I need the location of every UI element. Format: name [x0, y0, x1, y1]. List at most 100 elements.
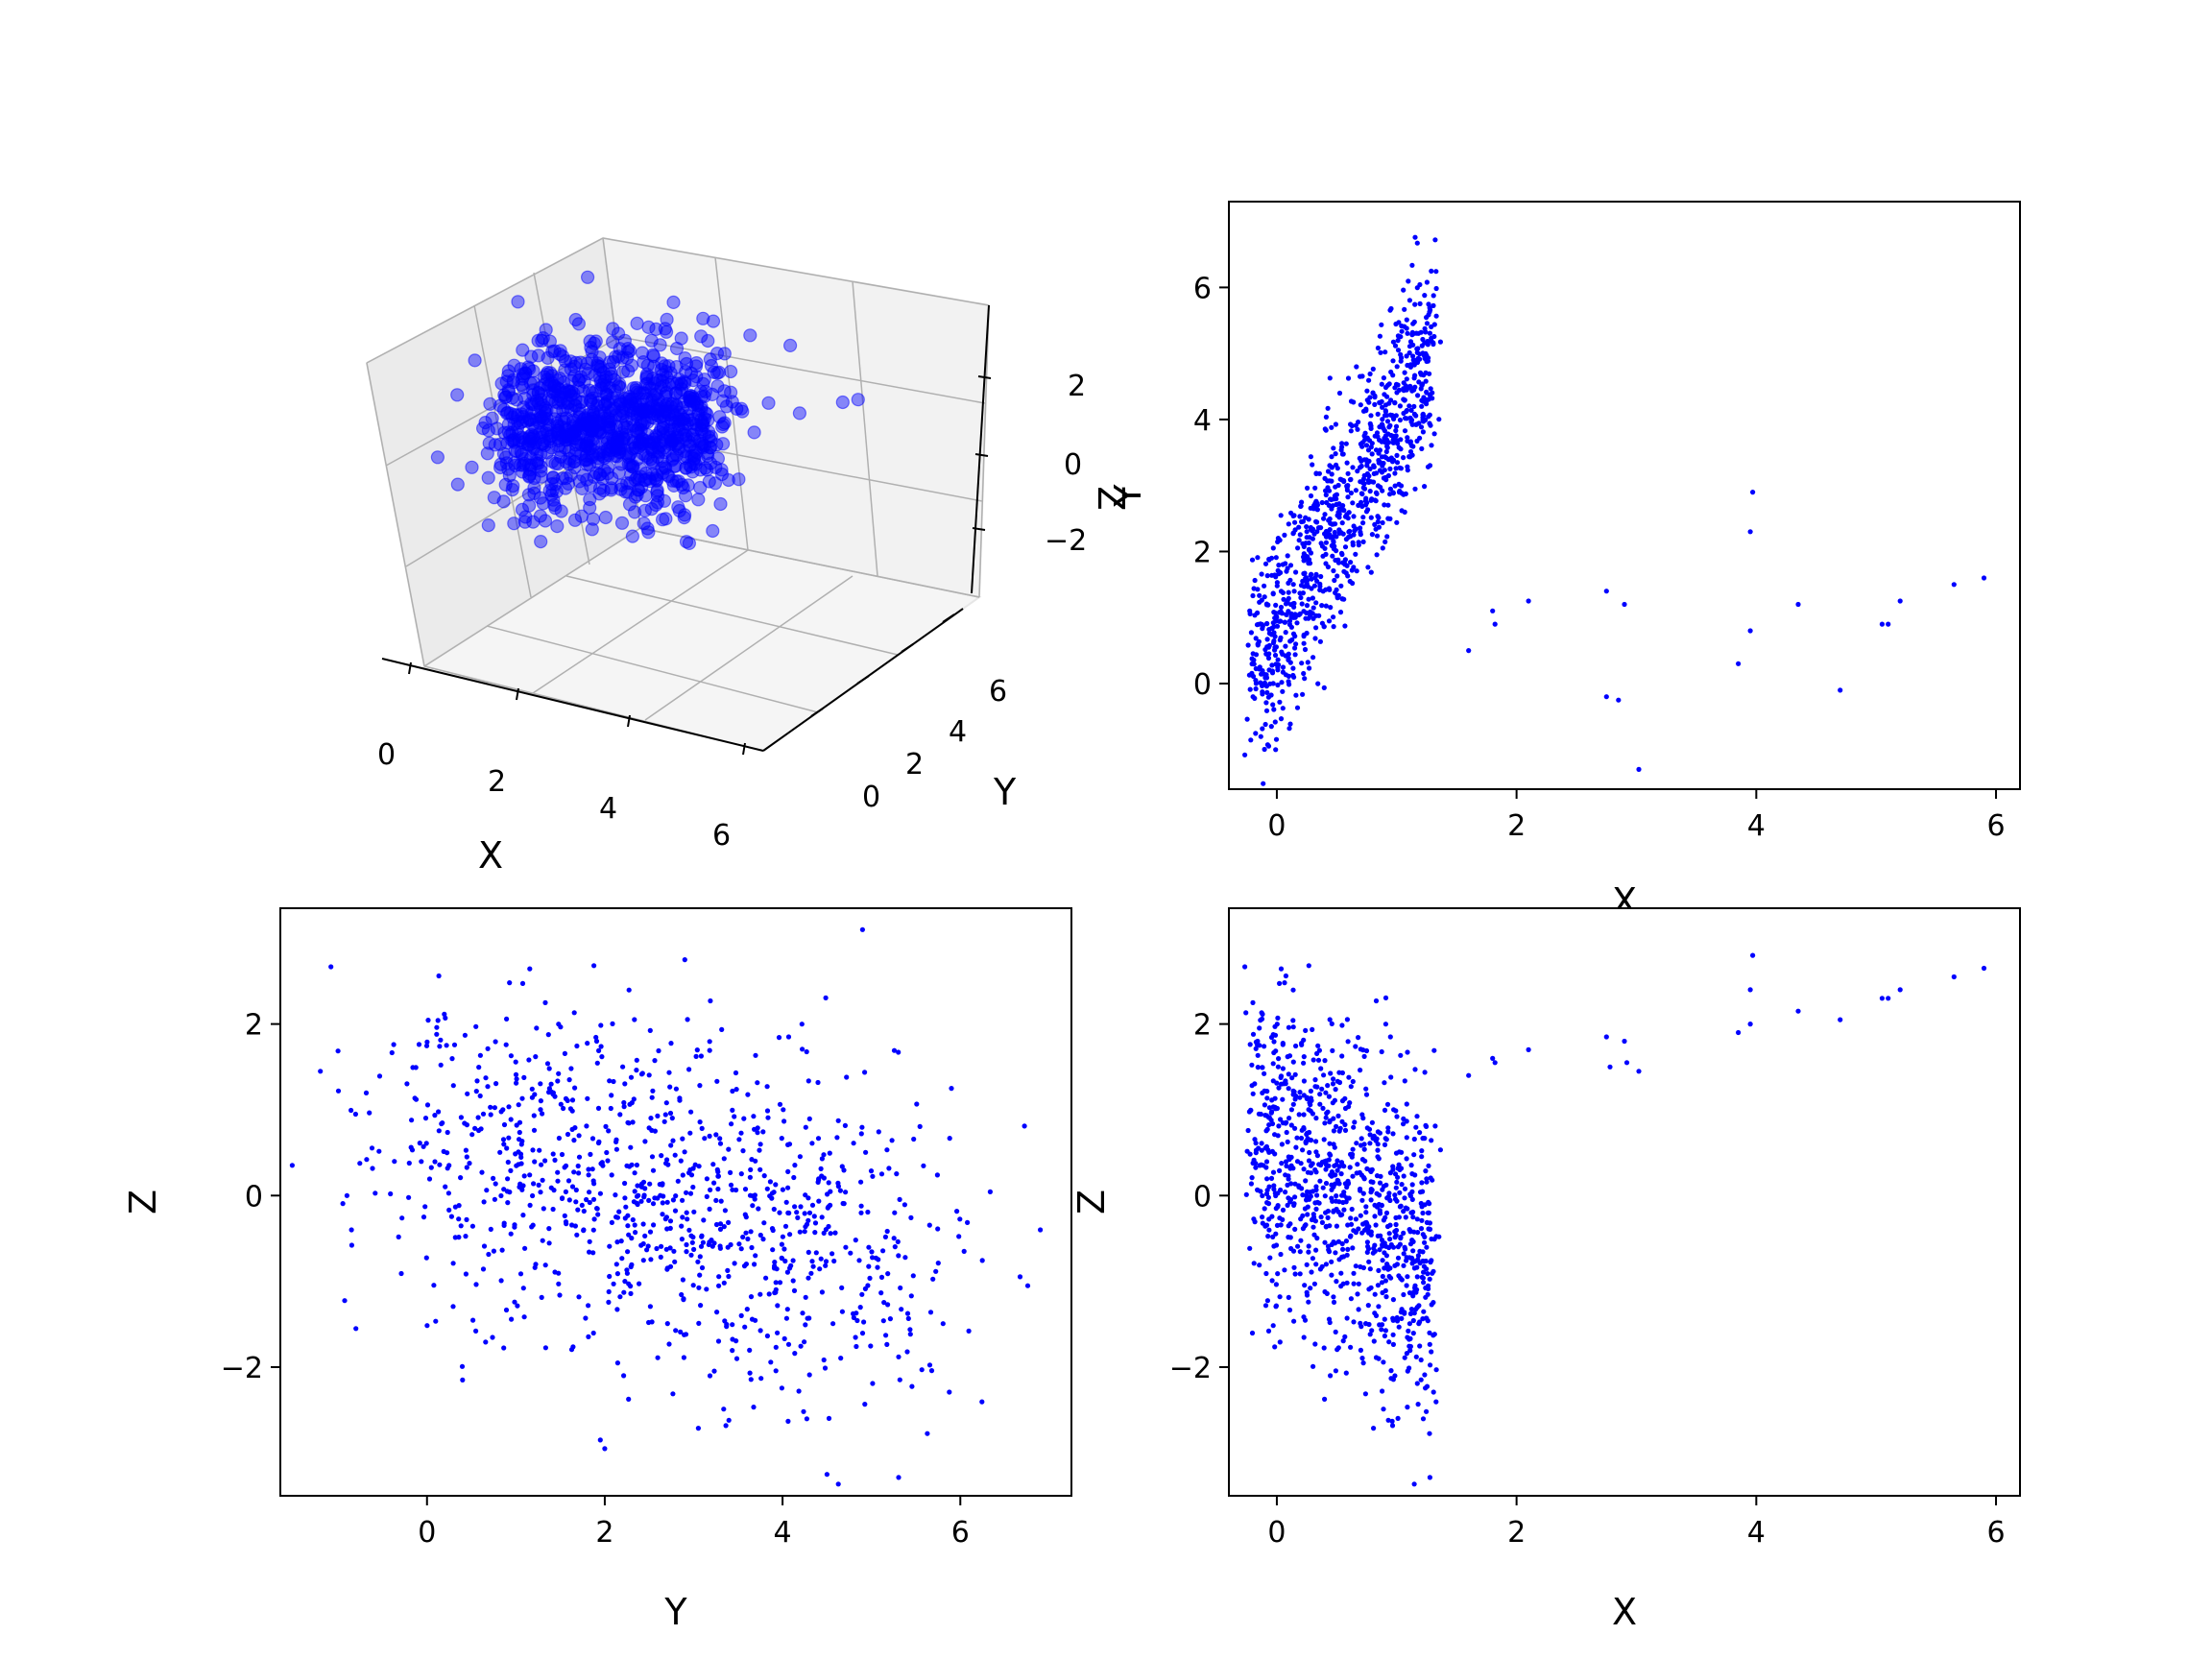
data-point — [1410, 1317, 1416, 1324]
data-point — [1293, 641, 1299, 647]
data-point — [1257, 1025, 1262, 1031]
data-point — [1387, 307, 1393, 313]
data-point — [1263, 708, 1270, 713]
data-point — [747, 1174, 754, 1180]
data-point — [318, 1069, 324, 1074]
data-point — [1425, 1210, 1431, 1215]
data-point-3d — [604, 370, 618, 384]
data-point — [1369, 441, 1375, 446]
data-point — [1382, 539, 1388, 545]
data-point — [516, 1102, 521, 1108]
data-point — [1277, 699, 1283, 705]
data-point — [1466, 1072, 1472, 1078]
data-point — [1278, 716, 1285, 722]
data-point — [821, 1357, 827, 1363]
data-point — [584, 1123, 589, 1129]
data-point — [1347, 578, 1353, 585]
data-point-3d — [481, 517, 495, 533]
data-point — [542, 1345, 549, 1351]
data-point — [410, 1065, 416, 1070]
data-point — [1263, 602, 1270, 608]
x-tick-label-3d: 0 — [377, 738, 396, 772]
data-point — [548, 1185, 554, 1190]
data-point — [546, 1240, 552, 1246]
data-point — [1419, 1217, 1425, 1223]
data-point — [1348, 1215, 1354, 1221]
data-point — [1368, 425, 1374, 431]
data-point — [664, 1226, 670, 1232]
data-point — [434, 1031, 440, 1037]
data-point — [1418, 1377, 1424, 1382]
data-point — [1310, 1224, 1316, 1230]
data-point — [1312, 1341, 1318, 1347]
data-point — [1747, 529, 1753, 535]
data-point — [867, 1275, 873, 1281]
data-point-3d — [657, 441, 672, 455]
data-point — [425, 1018, 431, 1023]
data-point — [1289, 1075, 1295, 1081]
data-point — [835, 1481, 841, 1487]
data-point — [1395, 333, 1401, 339]
data-point — [752, 1262, 757, 1267]
data-point — [1322, 1239, 1328, 1245]
data-point — [1284, 612, 1289, 617]
data-point — [1333, 1087, 1338, 1093]
data-point — [1427, 1276, 1432, 1282]
data-point — [1410, 353, 1416, 359]
data-point — [1408, 443, 1414, 448]
data-point — [1302, 646, 1309, 653]
data-point — [1312, 1084, 1318, 1090]
data-point — [956, 1234, 962, 1239]
data-point — [837, 1188, 844, 1193]
data-point — [638, 1071, 645, 1077]
data-point — [853, 1238, 858, 1243]
data-point — [1379, 381, 1384, 387]
data-point — [617, 1294, 623, 1300]
data-point — [1378, 349, 1383, 355]
data-point — [1427, 1431, 1432, 1436]
data-point — [622, 1195, 628, 1201]
data-point — [1398, 1310, 1404, 1315]
data-point — [373, 1190, 378, 1196]
data-point — [1293, 569, 1299, 575]
data-point — [878, 1274, 885, 1280]
data-point — [1344, 1315, 1350, 1321]
data-point — [1260, 1192, 1265, 1199]
data-point — [1266, 1122, 1272, 1128]
data-point — [1258, 733, 1263, 739]
data-point — [764, 1333, 771, 1339]
data-point — [1299, 661, 1305, 666]
data-point — [596, 1047, 602, 1053]
y-tick-label-3d: 6 — [989, 675, 1007, 709]
data-point — [1322, 512, 1328, 517]
data-point — [569, 1108, 575, 1114]
data-point — [1411, 1265, 1417, 1271]
data-point — [781, 1107, 786, 1113]
data-point — [848, 1250, 854, 1256]
data-point — [645, 1243, 651, 1249]
data-point — [1321, 516, 1327, 521]
data-point — [1280, 1096, 1286, 1102]
data-point — [1736, 661, 1742, 666]
data-point-3d — [563, 451, 577, 467]
data-point — [1375, 434, 1381, 440]
data-point — [1412, 384, 1418, 390]
data-point — [1431, 431, 1437, 437]
data-point — [518, 1142, 524, 1147]
data-point — [556, 1070, 562, 1076]
data-point — [1277, 980, 1283, 986]
data-point — [437, 1162, 443, 1167]
data-point — [450, 1261, 456, 1266]
data-point — [809, 1202, 816, 1208]
data-point — [1263, 700, 1269, 706]
data-point — [583, 1315, 589, 1321]
data-point — [340, 1201, 346, 1207]
data-point-3d — [669, 341, 685, 356]
data-point-3d — [625, 392, 640, 406]
data-point — [803, 1294, 808, 1300]
data-point — [1371, 1426, 1377, 1431]
data-point — [1382, 402, 1388, 408]
data-point — [1886, 996, 1891, 1001]
data-point — [1329, 471, 1334, 477]
